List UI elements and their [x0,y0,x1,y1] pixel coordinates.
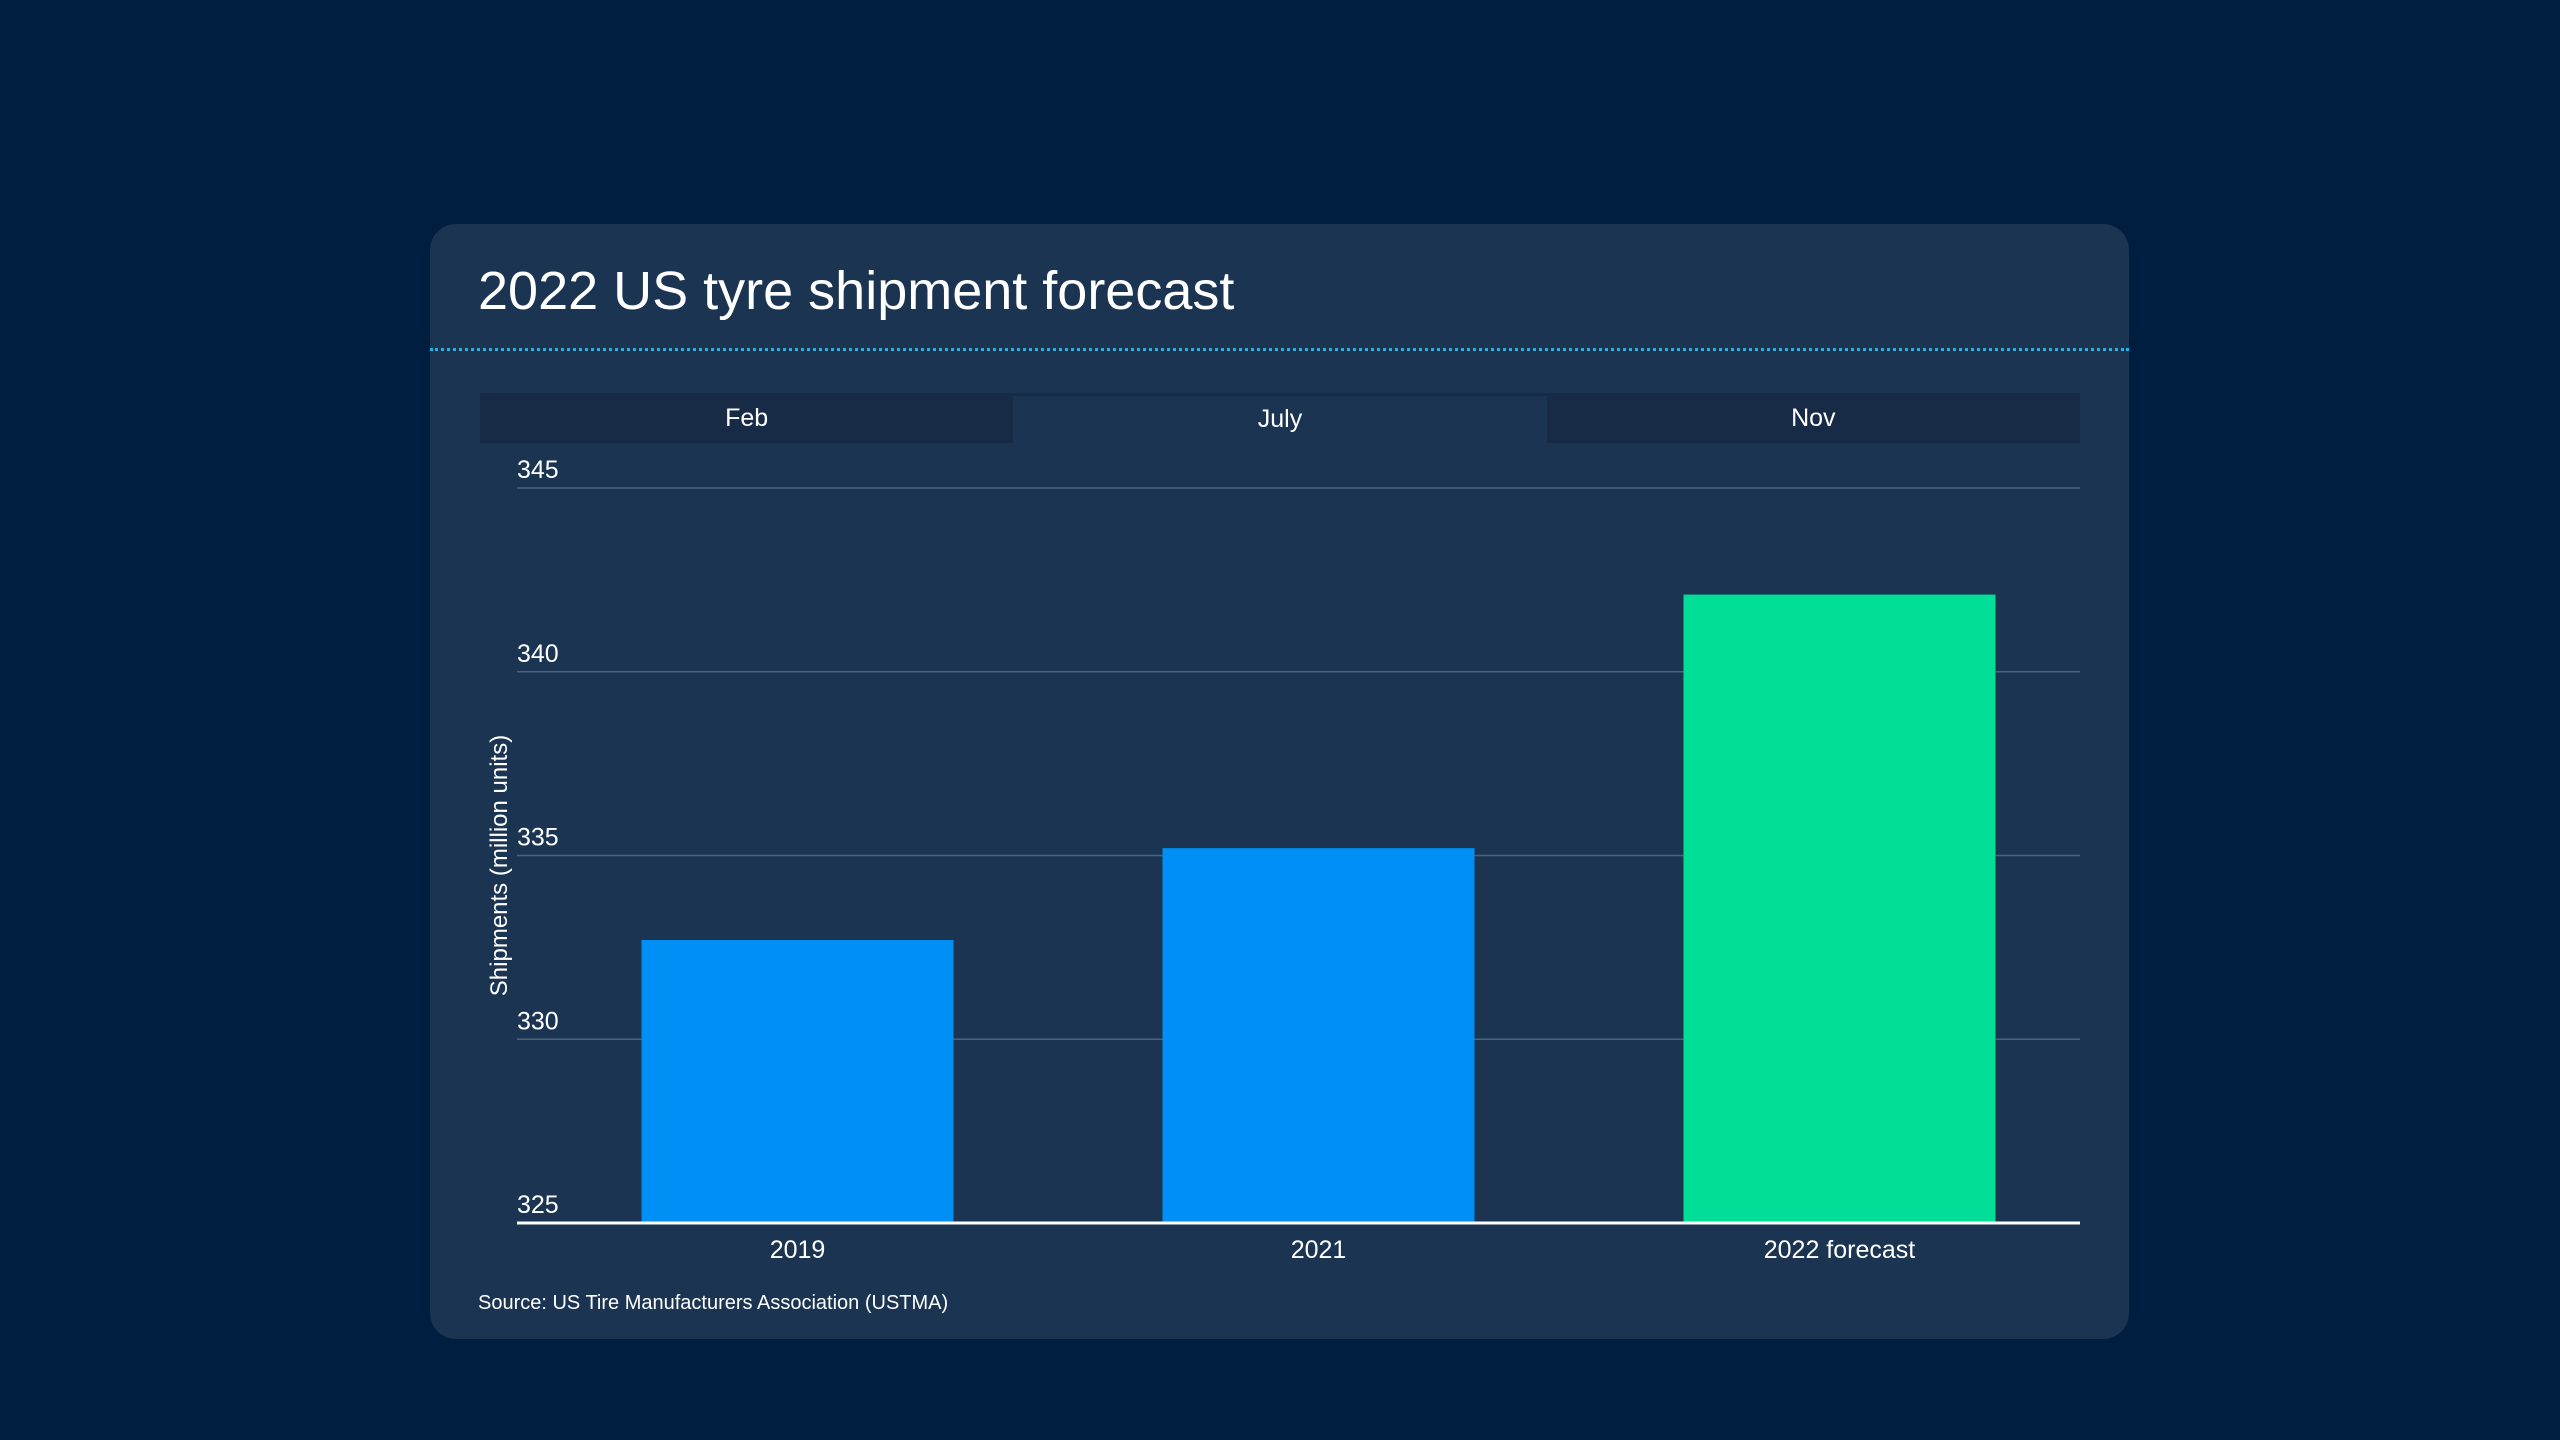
bar [641,940,954,1223]
chart-card: 2022 US tyre shipment forecast Feb July … [430,224,2129,1339]
bar [1683,594,1996,1223]
y-tick-label: 345 [517,456,559,484]
y-tick-label: 330 [517,1007,559,1035]
x-tick-label: 2021 [1291,1236,1347,1264]
x-tick-label: 2022 forecast [1764,1236,1916,1264]
title-divider [430,348,2129,351]
tab-feb[interactable]: Feb [725,403,769,432]
chart-title: 2022 US tyre shipment forecast [478,261,1235,321]
bar-chart: 325 330 335 340 345 2019 2021 2022 forecast Ship… [486,456,2080,1264]
bar [1162,848,1475,1223]
y-tick-label: 335 [517,824,559,852]
source-note: Source: US Tire Manufacturers Associatio… [478,1292,949,1314]
period-tabs: Feb July Nov [480,393,2080,443]
tab-nov[interactable]: Nov [1791,403,1836,432]
y-tick-label: 340 [517,640,559,668]
tab-july[interactable]: July [1013,396,1547,443]
x-tick-label: 2019 [770,1236,826,1264]
y-tick-label: 325 [517,1191,559,1219]
y-axis-label: Shipments (million units) [486,735,513,996]
